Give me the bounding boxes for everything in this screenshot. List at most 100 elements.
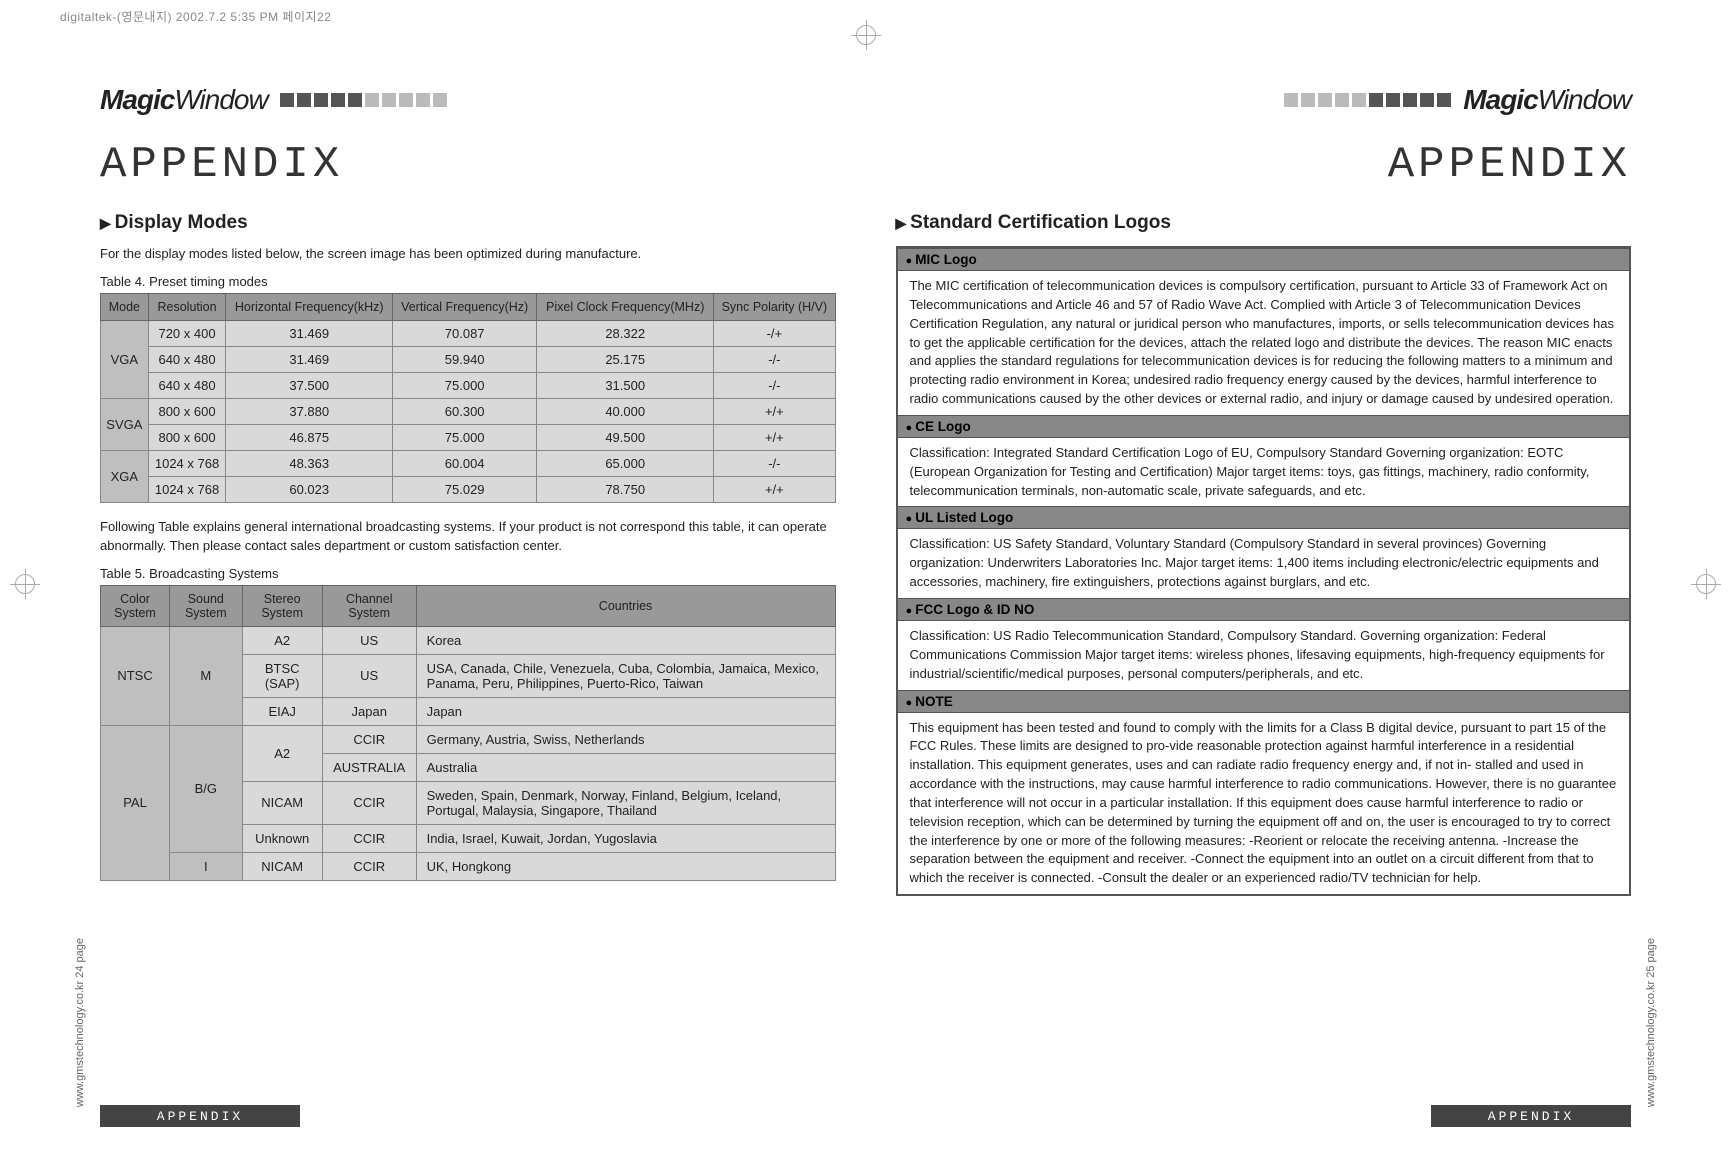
cert-heading: FCC Logo & ID NO (898, 598, 1630, 621)
modes-col-header: Pixel Clock Frequency(MHz) (537, 293, 714, 320)
data-cell: 37.500 (226, 372, 393, 398)
data-cell: 48.363 (226, 450, 393, 476)
cert-heading: MIC Logo (898, 248, 1630, 271)
table-row: SVGA800 x 60037.88060.30040.000+/+ (101, 398, 836, 424)
brand-logo: MagicWindow (100, 84, 268, 116)
data-cell: -/- (714, 372, 835, 398)
countries-cell: Korea (416, 626, 835, 654)
countries-cell: India, Israel, Kuwait, Jordan, Yugoslavi… (416, 824, 835, 852)
brand-thin: Window (174, 84, 267, 115)
table-preset-modes: ModeResolutionHorizontal Frequency(kHz)V… (100, 293, 836, 503)
data-cell: 70.087 (393, 320, 537, 346)
cert-body: This equipment has been tested and found… (898, 713, 1630, 895)
side-text-left: www.gmstechnology.co.kr 24 page (74, 938, 86, 1107)
data-cell: 1024 x 768 (148, 450, 226, 476)
countries-cell: Sweden, Spain, Denmark, Norway, Finland,… (416, 781, 835, 824)
page-left: MagicWindow APPENDIX Display Modes For t… (100, 80, 836, 1127)
channel-cell: AUSTRALIA (322, 753, 416, 781)
mode-cell: XGA (101, 450, 149, 502)
footer-bar-right: APPENDIX (1431, 1105, 1631, 1127)
data-cell: 49.500 (537, 424, 714, 450)
appendix-title-left: APPENDIX (100, 140, 836, 190)
modes-col-header: Resolution (148, 293, 226, 320)
stereo-system-cell: NICAM (242, 852, 322, 880)
footer-bar-left: APPENDIX (100, 1105, 300, 1127)
countries-cell: UK, Hongkong (416, 852, 835, 880)
bcast-col-header: Channel System (322, 585, 416, 626)
sound-system-cell: I (170, 852, 242, 880)
data-cell: 78.750 (537, 476, 714, 502)
stereo-system-cell: EIAJ (242, 697, 322, 725)
section-display-modes: Display Modes (100, 212, 836, 234)
brand-logo-right: MagicWindow (1463, 84, 1631, 116)
brand-bold-r: Magic (1463, 84, 1537, 115)
brand-squares (280, 93, 447, 107)
channel-cell: CCIR (322, 781, 416, 824)
stereo-system-cell: A2 (242, 725, 322, 781)
data-cell: 31.469 (226, 320, 393, 346)
table-row: XGA1024 x 76848.36360.00465.000-/- (101, 450, 836, 476)
data-cell: 60.004 (393, 450, 537, 476)
cert-body: Classification: Integrated Standard Cert… (898, 438, 1630, 507)
sound-system-cell: B/G (170, 725, 242, 852)
brand-left: MagicWindow (100, 80, 836, 120)
sound-system-cell: M (170, 626, 242, 725)
stereo-system-cell: A2 (242, 626, 322, 654)
table-row: 640 x 48031.46959.94025.175-/- (101, 346, 836, 372)
channel-cell: Japan (322, 697, 416, 725)
caption-table5: Table 5. Broadcasting Systems (100, 566, 836, 581)
data-cell: 46.875 (226, 424, 393, 450)
cert-body: Classification: US Safety Standard, Volu… (898, 529, 1630, 598)
crop-mark-right (1691, 569, 1721, 599)
data-cell: 60.023 (226, 476, 393, 502)
table-row: NTSCMA2USKorea (101, 626, 836, 654)
data-cell: 800 x 600 (148, 398, 226, 424)
brand-thin-r: Window (1538, 84, 1631, 115)
page-right: MagicWindow APPENDIX Standard Certificat… (896, 80, 1632, 1127)
countries-cell: Japan (416, 697, 835, 725)
bcast-col-header: Stereo System (242, 585, 322, 626)
table-row: INICAMCCIRUK, Hongkong (101, 852, 836, 880)
channel-cell: CCIR (322, 725, 416, 753)
bcast-col-header: Countries (416, 585, 835, 626)
brand-right: MagicWindow (896, 80, 1632, 120)
data-cell: -/+ (714, 320, 835, 346)
channel-cell: US (322, 626, 416, 654)
modes-col-header: Sync Polarity (H/V) (714, 293, 835, 320)
crop-mark-top (851, 20, 881, 50)
bcast-col-header: Sound System (170, 585, 242, 626)
channel-cell: US (322, 654, 416, 697)
data-cell: 640 x 480 (148, 346, 226, 372)
cert-body: Classification: US Radio Telecommunicati… (898, 621, 1630, 690)
caption-table4: Table 4. Preset timing modes (100, 274, 836, 289)
table-broadcasting: Color SystemSound SystemStereo SystemCha… (100, 585, 836, 881)
cert-box: MIC LogoThe MIC certification of telecom… (896, 246, 1632, 896)
data-cell: 1024 x 768 (148, 476, 226, 502)
mode-cell: SVGA (101, 398, 149, 450)
table-row: VGA720 x 40031.46970.08728.322-/+ (101, 320, 836, 346)
cert-heading: NOTE (898, 690, 1630, 713)
data-cell: 31.469 (226, 346, 393, 372)
data-cell: -/- (714, 346, 835, 372)
countries-cell: Germany, Austria, Swiss, Netherlands (416, 725, 835, 753)
data-cell: 75.000 (393, 424, 537, 450)
data-cell: 28.322 (537, 320, 714, 346)
data-cell: 800 x 600 (148, 424, 226, 450)
section-cert-logos: Standard Certification Logos (896, 212, 1632, 234)
mode-cell: VGA (101, 320, 149, 398)
channel-cell: CCIR (322, 852, 416, 880)
data-cell: +/+ (714, 424, 835, 450)
countries-cell: Australia (416, 753, 835, 781)
data-cell: 720 x 400 (148, 320, 226, 346)
side-text-right: www.gmstechnology.co.kr 25 page (1645, 938, 1657, 1107)
brand-squares-right (1284, 93, 1451, 107)
table-row: 640 x 48037.50075.00031.500-/- (101, 372, 836, 398)
stereo-system-cell: BTSC (SAP) (242, 654, 322, 697)
table-row: 800 x 60046.87575.00049.500+/+ (101, 424, 836, 450)
intro-broadcasting: Following Table explains general interna… (100, 517, 836, 556)
data-cell: 75.029 (393, 476, 537, 502)
stereo-system-cell: Unknown (242, 824, 322, 852)
data-cell: 40.000 (537, 398, 714, 424)
bcast-col-header: Color System (101, 585, 170, 626)
intro-display-modes: For the display modes listed below, the … (100, 244, 836, 264)
